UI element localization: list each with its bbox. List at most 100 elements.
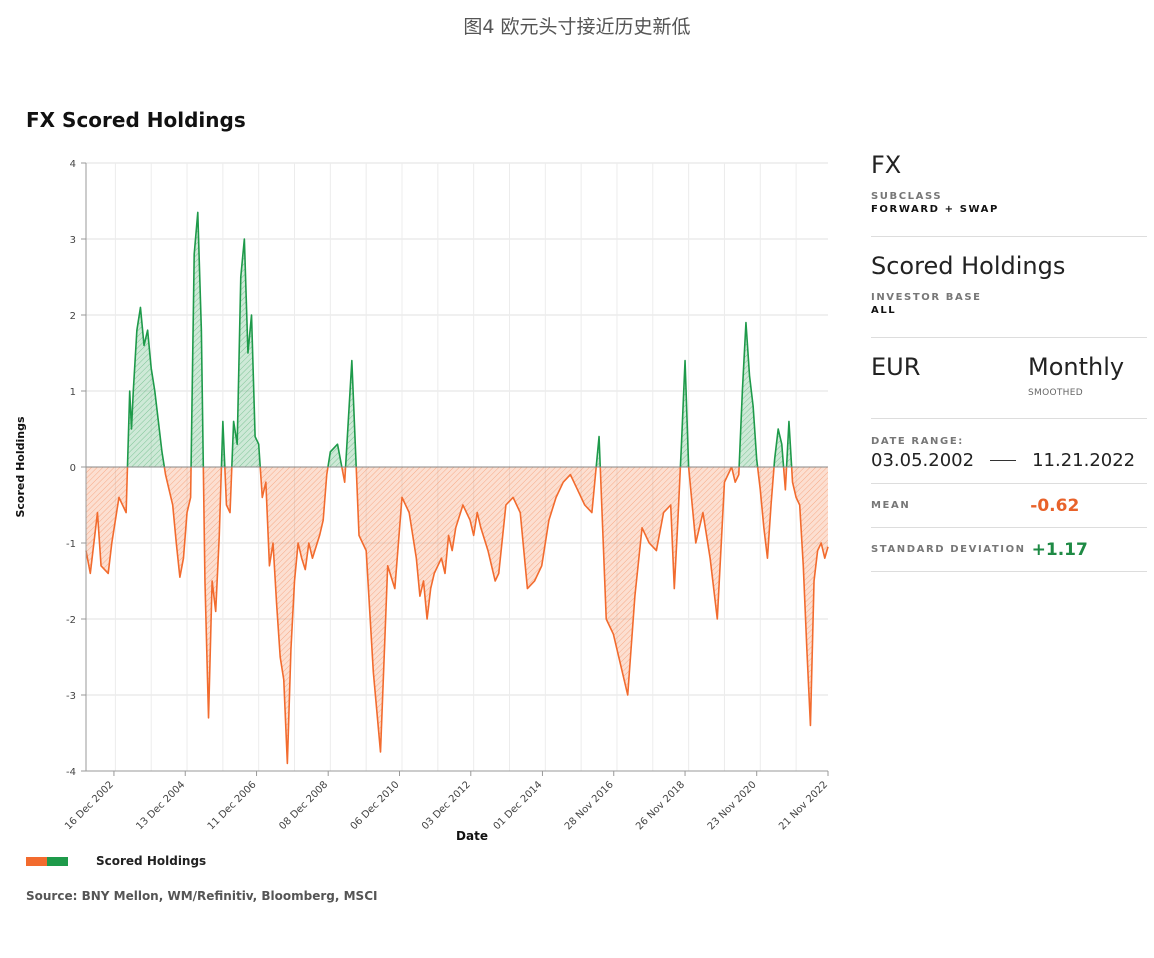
y-tick-label: 4 — [70, 159, 76, 170]
info-panel: FX SUBCLASS FORWARD + SWAP Scored Holdin… — [871, 150, 1147, 572]
negative-series-line — [202, 466, 223, 719]
panel-asset-section: FX SUBCLASS FORWARD + SWAP — [871, 150, 1147, 236]
legend-swatch-negative — [26, 856, 47, 866]
source-note: Source: BNY Mellon, WM/Refinitiv, Bloomb… — [26, 889, 378, 903]
negative-series-line — [224, 466, 233, 514]
panel-metric: Scored Holdings — [871, 252, 1066, 280]
panel-frequency-note: SMOOTHED — [1028, 388, 1083, 398]
panel-mean-label: MEAN — [871, 500, 911, 511]
x-tick-label: 13 Dec 2004 — [134, 779, 187, 832]
panel-date-range-label: DATE RANGE: — [871, 436, 964, 447]
negative-area — [203, 467, 222, 718]
y-tick-label: 3 — [70, 235, 76, 246]
x-tick-label: 23 Nov 2020 — [706, 779, 759, 832]
panel-sd-row: STANDARD DEVIATION +1.17 — [871, 528, 1147, 571]
y-tick-label: -2 — [66, 615, 76, 626]
panel-subclass-label: SUBCLASS — [871, 191, 943, 202]
y-tick-label: 2 — [70, 311, 76, 322]
panel-date-section: DATE RANGE: 03.05.2002 11.21.2022 — [871, 419, 1147, 483]
panel-currency-section: EUR Monthly SMOOTHED — [871, 338, 1147, 418]
positive-series-line — [595, 435, 602, 468]
positive-series-line — [344, 359, 358, 468]
x-tick-label: 01 Dec 2014 — [492, 779, 545, 832]
x-tick-label: 03 Dec 2012 — [420, 779, 473, 832]
negative-area — [260, 467, 328, 764]
legend-swatch-positive — [47, 856, 68, 866]
range-dash — [990, 460, 1017, 461]
panel-frequency: Monthly — [1028, 353, 1125, 381]
panel-investor-base-value: ALL — [871, 305, 897, 316]
panel-divider — [871, 236, 1147, 237]
y-tick-label: 1 — [70, 387, 76, 398]
area-layer — [85, 211, 829, 765]
negative-series-line — [730, 466, 740, 483]
y-axis-label: Scored Holdings — [14, 416, 27, 517]
panel-date-start: 03.05.2002 — [871, 450, 975, 471]
negative-area — [600, 467, 681, 695]
negative-area — [356, 467, 597, 752]
legend-swatch — [26, 856, 68, 866]
x-tick-label: 08 Dec 2008 — [277, 779, 330, 832]
positive-series-line — [126, 306, 166, 468]
panel-mean-row: MEAN -0.62 — [871, 484, 1147, 527]
panel-investor-base-label: INVESTOR BASE — [871, 292, 982, 303]
positive-series-line — [327, 443, 343, 468]
negative-area — [86, 467, 128, 574]
x-tick-label: 28 Nov 2016 — [563, 779, 616, 832]
negative-series-line — [687, 466, 733, 620]
negative-area — [688, 467, 732, 619]
panel-divider — [871, 527, 1147, 528]
positive-area — [680, 360, 689, 467]
positive-area — [774, 429, 784, 467]
x-tick-label: 26 Nov 2018 — [634, 779, 687, 832]
positive-series-line — [679, 359, 690, 468]
legend: Scored Holdings — [26, 854, 206, 868]
x-axis-label: Date — [456, 829, 488, 843]
y-tick-label: 0 — [70, 463, 76, 474]
negative-series-line — [163, 466, 192, 578]
negative-series-line — [259, 466, 329, 765]
panel-sd-label: STANDARD DEVIATION — [871, 544, 1026, 555]
y-tick-label: -3 — [66, 691, 76, 702]
panel-asset: FX — [871, 151, 902, 179]
panel-currency: EUR — [871, 353, 921, 381]
negative-series-line — [341, 466, 347, 483]
panel-divider — [871, 337, 1147, 338]
positive-series-line — [231, 238, 262, 468]
axis-layer — [81, 162, 829, 776]
panel-date-end: 11.21.2022 — [1032, 450, 1136, 471]
positive-series-line — [190, 211, 205, 468]
chart-svg: 4 3 2 1 0 -1 -2 -3 -416 Dec 2002 13 Dec 2004 11 De… — [14, 159, 830, 843]
x-tick-label: 21 Nov 2022 — [777, 779, 830, 832]
panel-divider — [871, 571, 1147, 572]
negative-series-line — [756, 466, 775, 559]
panel-metric-section: Scored Holdings INVESTOR BASE ALL — [871, 237, 1147, 337]
positive-series-line — [220, 420, 226, 468]
positive-series-line — [773, 428, 785, 468]
panel-divider — [871, 418, 1147, 419]
positive-area — [345, 360, 357, 467]
x-tick-label: 06 Dec 2010 — [349, 779, 402, 832]
negative-area — [791, 467, 828, 726]
x-tick-label: 16 Dec 2002 — [63, 779, 116, 832]
y-tick-label: -4 — [66, 767, 76, 778]
positive-series-line — [738, 321, 759, 468]
negative-series-line — [85, 466, 129, 575]
negative-series-line — [790, 466, 829, 727]
positive-area — [231, 239, 261, 467]
y-tick-label: -1 — [66, 539, 76, 550]
negative-series-line — [599, 466, 682, 696]
positive-area — [739, 322, 758, 467]
panel-sd-value: +1.17 — [1031, 539, 1088, 560]
panel-subclass-value: FORWARD + SWAP — [871, 204, 999, 215]
figure-caption: 图4 欧元头寸接近历史新低 — [463, 16, 691, 38]
negative-series-line — [355, 466, 597, 753]
negative-area — [731, 467, 740, 483]
positive-area — [127, 307, 165, 467]
x-tick-label: 11 Dec 2006 — [206, 779, 259, 832]
chart-title: FX Scored Holdings — [26, 108, 246, 132]
positive-series-line — [785, 420, 793, 468]
legend-label: Scored Holdings — [96, 854, 207, 868]
negative-area — [757, 467, 775, 559]
negative-series-line — [782, 466, 788, 491]
